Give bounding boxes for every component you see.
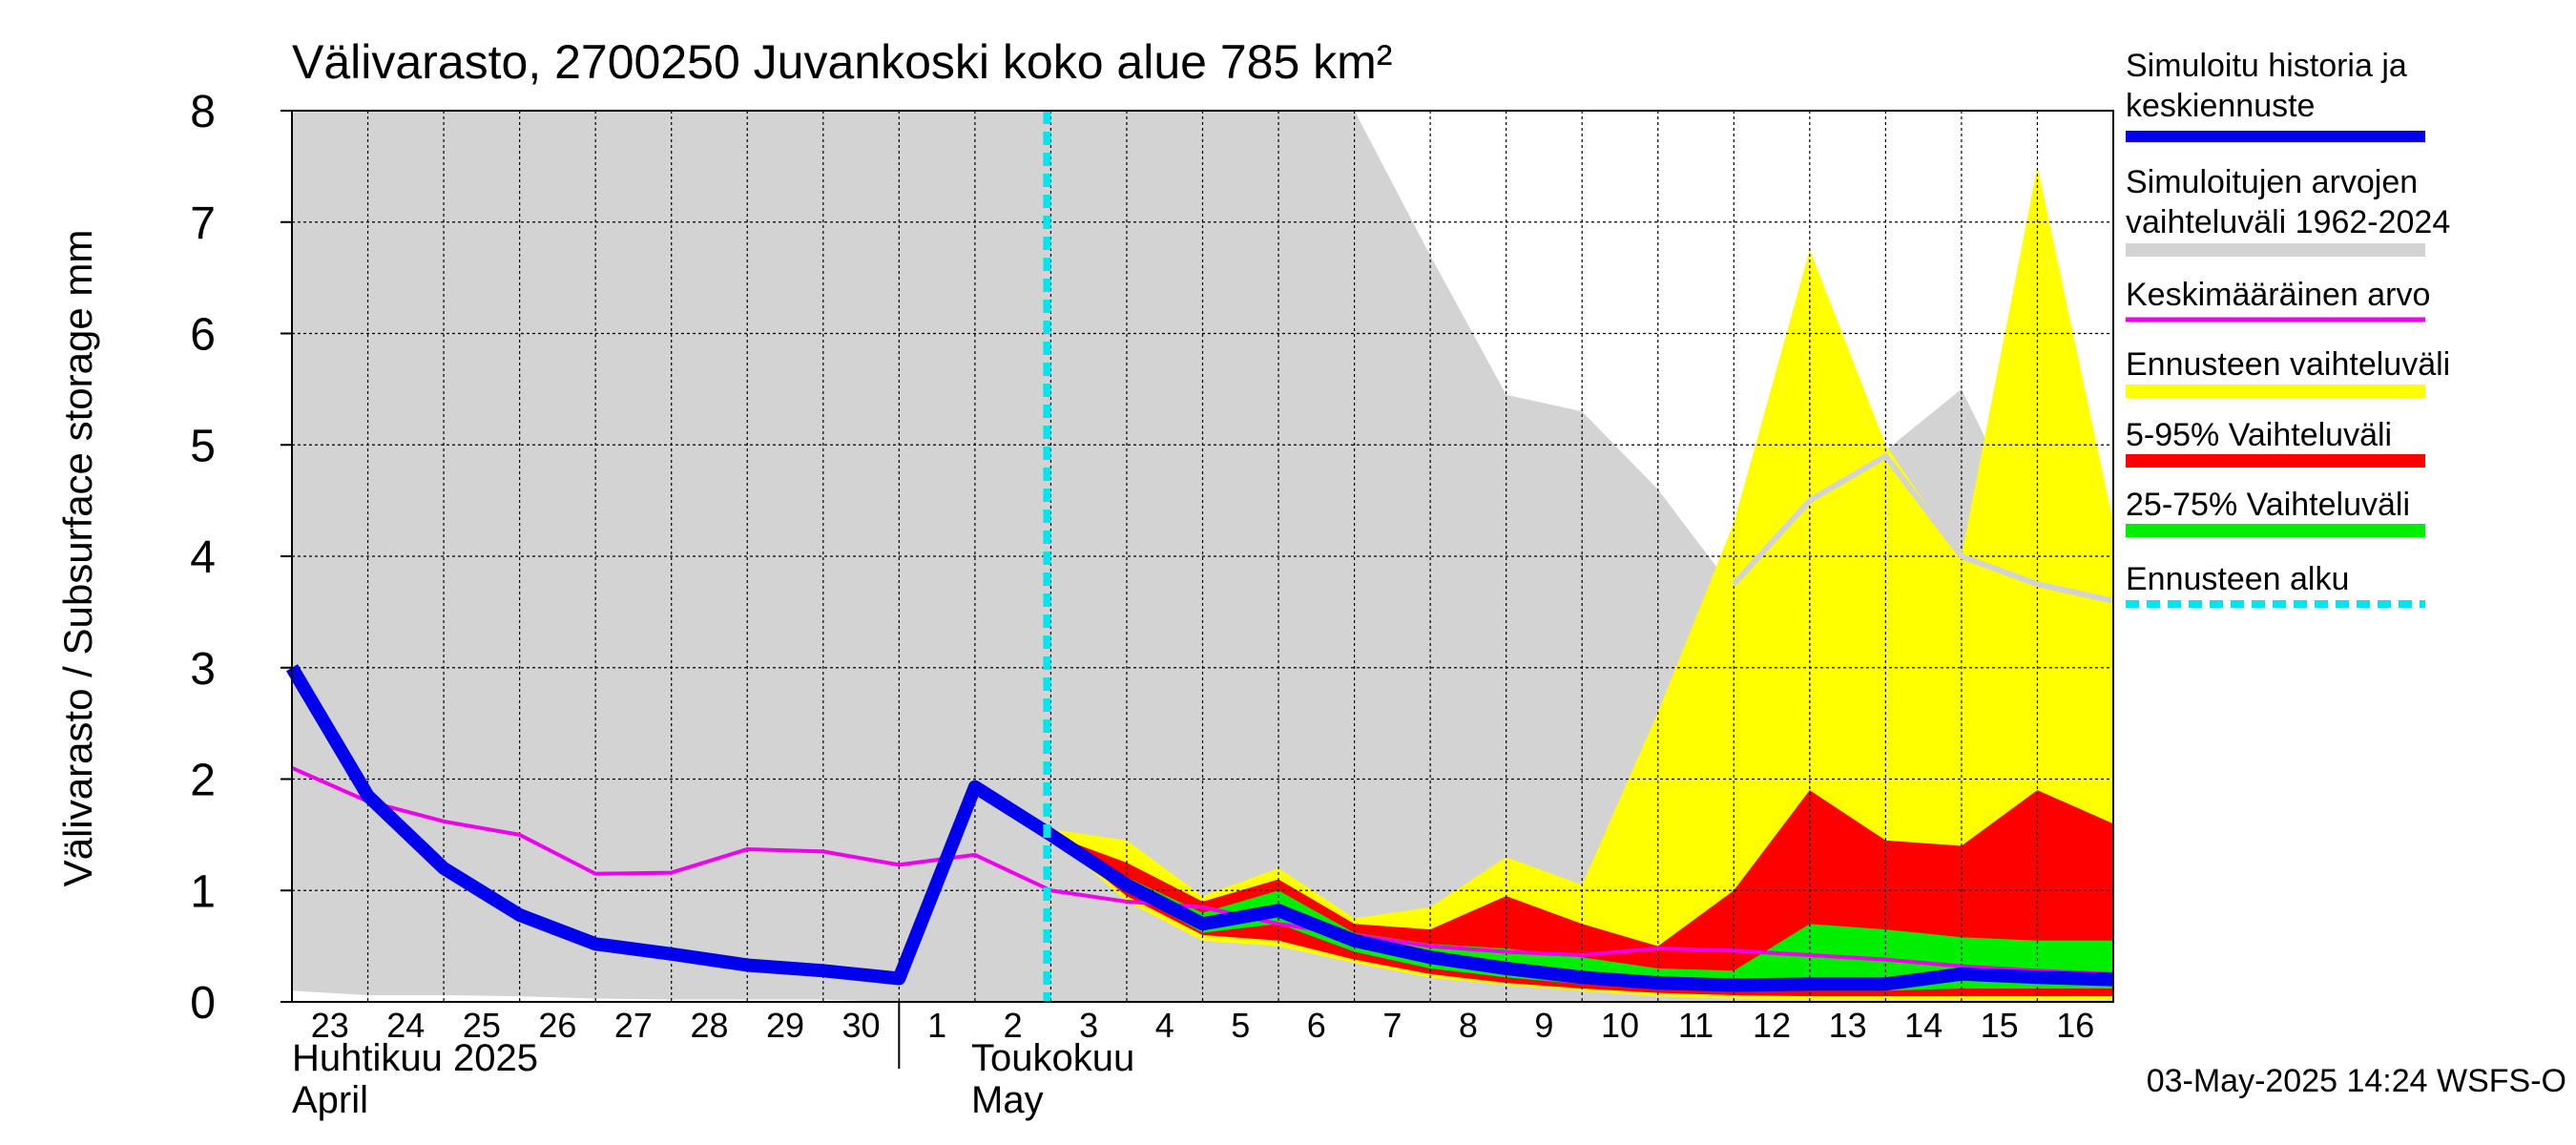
month-label-april-fi: Huhtikuu 2025 bbox=[292, 1037, 538, 1079]
p25-75-band bbox=[1050, 834, 2113, 991]
y-axis: 0 1 2 3 4 5 6 7 8 bbox=[190, 87, 292, 1029]
legend-item: Ennusteen vaihteluväli bbox=[2126, 346, 2450, 398]
x-tick-label: 1 bbox=[927, 1006, 946, 1045]
x-tick-label: 29 bbox=[766, 1006, 804, 1045]
y-tick-label: 2 bbox=[190, 756, 216, 806]
forecast-range-band bbox=[1050, 166, 2113, 1000]
legend-label: Simuloitu historia ja bbox=[2126, 48, 2407, 84]
legend-item: Simuloitujen arvojen vaihteluväli 1962-20… bbox=[2126, 164, 2450, 257]
legend-item: Simuloitu historia ja keskiennuste bbox=[2126, 48, 2425, 142]
chart-title: Välivarasto, 2700250 Juvankoski koko alu… bbox=[292, 35, 1392, 89]
y-tick-label: 0 bbox=[190, 978, 216, 1029]
legend-label: Ennusteen vaihteluväli bbox=[2126, 346, 2450, 383]
grid bbox=[292, 111, 2113, 1002]
legend-label: Ennusteen alku bbox=[2126, 561, 2349, 597]
x-tick-label: 23 bbox=[311, 1006, 349, 1045]
x-tick-label: 5 bbox=[1231, 1006, 1250, 1045]
y-tick-label: 6 bbox=[190, 310, 216, 361]
historical-median-line bbox=[1732, 452, 2114, 604]
legend-label: Simuloitujen arvojen bbox=[2126, 164, 2418, 200]
y-tick-label: 3 bbox=[190, 644, 216, 695]
y-tick-label: 8 bbox=[190, 87, 216, 137]
x-tick-label: 25 bbox=[463, 1006, 501, 1045]
month-label-may-en: May bbox=[971, 1079, 1044, 1121]
legend-item: Keskimääräinen arvo bbox=[2126, 277, 2430, 323]
x-tick-label: 10 bbox=[1601, 1006, 1639, 1045]
x-tick-label: 28 bbox=[690, 1006, 728, 1045]
x-tick-label: 2 bbox=[1004, 1006, 1023, 1045]
x-tick-label: 9 bbox=[1534, 1006, 1553, 1045]
legend-label: 25-75% Vaihteluväli bbox=[2126, 487, 2410, 523]
x-tick-label: 30 bbox=[842, 1006, 881, 1045]
x-tick-label: 7 bbox=[1382, 1006, 1402, 1045]
x-tick-label: 8 bbox=[1459, 1006, 1478, 1045]
legend-label: 5-95% Vaihteluväli bbox=[2126, 417, 2392, 453]
legend-item: 25-75% Vaihteluväli bbox=[2126, 487, 2425, 537]
plot-lines bbox=[285, 111, 2114, 1002]
x-tick-label: 12 bbox=[1753, 1006, 1791, 1045]
legend-label: Keskimääräinen arvo bbox=[2126, 277, 2430, 313]
simulated-line bbox=[285, 664, 2114, 992]
x-tick-label: 16 bbox=[2056, 1006, 2094, 1045]
legend-item: 5-95% Vaihteluväli bbox=[2126, 417, 2425, 468]
y-tick-label: 5 bbox=[190, 421, 216, 471]
y-tick-label: 1 bbox=[190, 866, 216, 917]
legend: Simuloitu historia jakeskiennusteSimuloi… bbox=[2126, 48, 2450, 608]
x-tick-label: 6 bbox=[1307, 1006, 1326, 1045]
y-tick-label: 4 bbox=[190, 532, 216, 583]
mean-line bbox=[291, 765, 2114, 976]
legend-label: keskiennuste bbox=[2126, 88, 2315, 124]
x-tick-label: 11 bbox=[1678, 1006, 1714, 1045]
x-tick-label: 24 bbox=[386, 1006, 425, 1045]
x-tick-label: 26 bbox=[538, 1006, 576, 1045]
legend-label: vaihteluväli 1962-2024 bbox=[2126, 204, 2450, 240]
y-axis-label: Välivarasto / Subsurface storage mm bbox=[55, 230, 100, 887]
month-label-may-fi: Toukokuu bbox=[971, 1037, 1134, 1079]
y-tick-label: 7 bbox=[190, 198, 216, 249]
x-axis: 23 24 25 26 27 28 29 30 1 2 3 4 5 6 7 8 9 10 11 12 13 14 15 16 bbox=[311, 1002, 2094, 1069]
x-tick-label: 3 bbox=[1079, 1006, 1098, 1045]
footer-timestamp: 03-May-2025 14:24 WSFS-O bbox=[2147, 1063, 2566, 1099]
x-tick-label: 4 bbox=[1155, 1006, 1174, 1045]
x-tick-label: 14 bbox=[1904, 1006, 1942, 1045]
x-tick-label: 13 bbox=[1829, 1006, 1867, 1045]
x-tick-label: 27 bbox=[614, 1006, 653, 1045]
month-label-april-en: April bbox=[292, 1079, 368, 1121]
legend-item: Ennusteen alku bbox=[2126, 561, 2425, 608]
x-tick-label: 15 bbox=[1981, 1006, 2019, 1045]
